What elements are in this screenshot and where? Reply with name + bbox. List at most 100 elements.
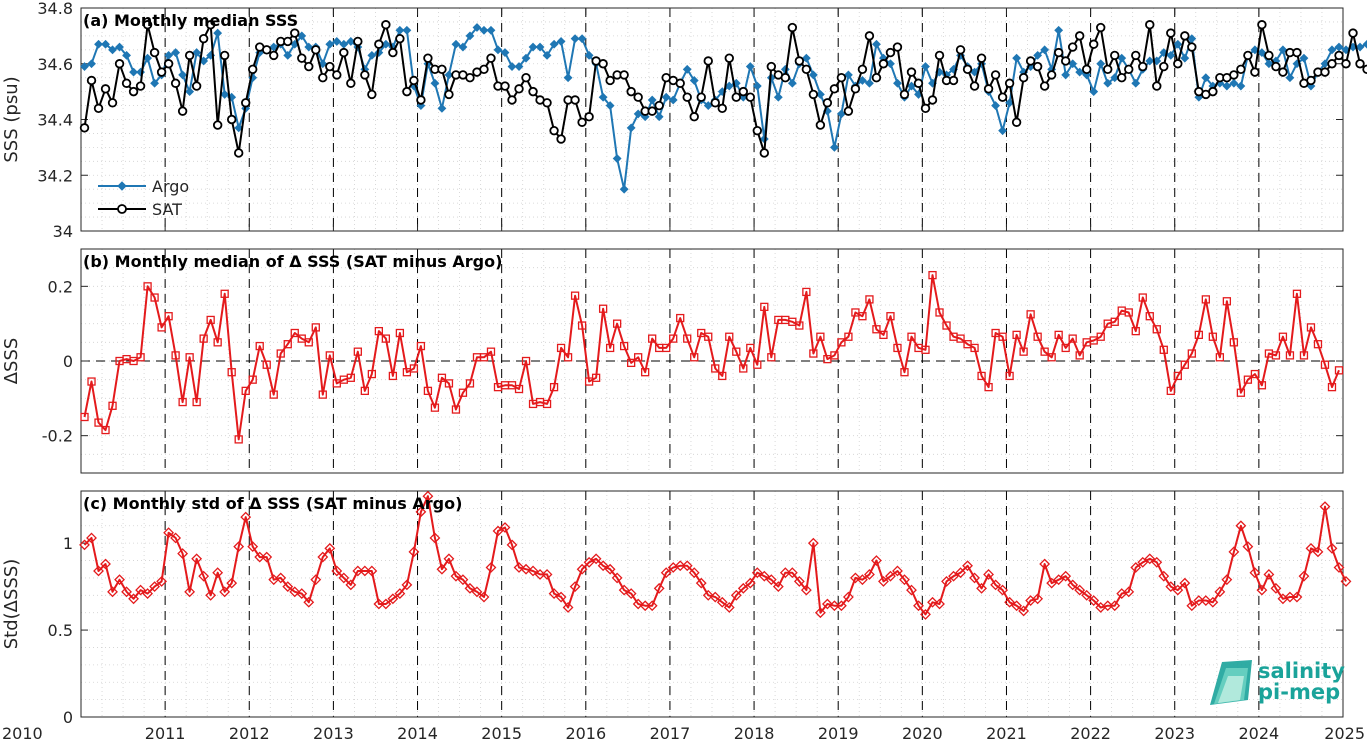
data-point	[192, 397, 201, 407]
legend-marker	[117, 204, 127, 214]
data-point	[542, 98, 552, 108]
data-point	[1011, 117, 1022, 127]
data-point	[618, 584, 630, 596]
data-point	[1089, 87, 1099, 97]
data-point	[345, 579, 357, 591]
data-point	[143, 282, 152, 291]
data-point	[751, 567, 763, 579]
data-point	[416, 341, 426, 351]
data-point	[948, 75, 959, 86]
data-point	[704, 332, 713, 341]
data-point	[1186, 600, 1198, 612]
logo-text-line1: salinity	[1258, 659, 1345, 683]
data-point	[1032, 61, 1043, 72]
data-point	[842, 591, 854, 603]
data-point	[1187, 34, 1197, 44]
data-point	[1278, 45, 1288, 55]
data-point	[303, 596, 315, 608]
data-point	[1138, 293, 1147, 302]
data-point	[205, 589, 217, 601]
data-point	[1172, 584, 1184, 596]
data-point	[241, 386, 250, 396]
data-point	[1292, 289, 1302, 298]
data-point	[1061, 70, 1071, 80]
data-point	[1229, 338, 1239, 347]
data-point	[647, 106, 657, 116]
data-point	[1131, 78, 1141, 88]
data-point	[444, 379, 454, 388]
data-point	[682, 92, 692, 102]
x-axis: 2010 2011 2012 2013 2014 2015 2016 2017 2018 2019…	[2, 724, 1365, 743]
data-point	[858, 312, 867, 321]
data-point	[479, 25, 489, 35]
data-point	[184, 586, 196, 598]
data-point	[395, 328, 405, 338]
data-point	[283, 50, 293, 60]
y-axis: 34 34.2 34.4 34.6 34.8	[37, 0, 1343, 241]
data-point	[1075, 351, 1084, 360]
data-point	[1117, 72, 1127, 83]
data-point	[240, 98, 251, 108]
series-line	[83, 495, 1347, 616]
x-tick-label: 2017	[650, 724, 691, 743]
data-point	[366, 565, 378, 577]
data-point	[1039, 558, 1051, 570]
data-point	[479, 353, 489, 362]
data-point	[598, 92, 608, 102]
data-point	[1103, 78, 1113, 88]
data-point	[730, 589, 742, 601]
data-point	[269, 390, 278, 399]
data-point	[108, 45, 117, 55]
data-point	[128, 593, 139, 605]
data-point	[941, 575, 952, 587]
panel-title: (a) Monthly median SSS	[83, 11, 298, 30]
data-point	[332, 37, 342, 46]
data-point	[793, 575, 805, 587]
data-point	[1319, 501, 1331, 513]
data-point	[388, 371, 398, 381]
data-point	[395, 33, 405, 44]
data-point	[185, 87, 195, 97]
data-point	[563, 73, 573, 83]
data-point	[234, 435, 243, 444]
data-point	[1235, 520, 1247, 532]
data-point	[857, 574, 868, 586]
data-point	[380, 598, 392, 610]
axes-box	[80, 490, 1344, 718]
data-point	[1109, 600, 1121, 612]
data-point	[136, 353, 145, 362]
data-point	[1236, 64, 1246, 75]
data-point	[1285, 73, 1295, 83]
data-point	[101, 39, 110, 49]
data-point	[409, 364, 419, 373]
data-point	[1222, 81, 1232, 91]
data-point	[381, 334, 391, 343]
data-point	[1145, 312, 1154, 321]
data-point	[612, 154, 622, 163]
data-point	[192, 48, 202, 58]
x-tick-label: 2019	[818, 724, 859, 743]
data-point	[171, 351, 180, 360]
data-point	[297, 31, 307, 41]
y-tick-label: 0.5	[48, 621, 73, 640]
data-point	[1201, 73, 1211, 83]
x-tick-label: 2021	[986, 724, 1027, 743]
data-point	[619, 184, 629, 194]
data-point	[1249, 567, 1261, 579]
data-point	[402, 86, 412, 97]
data-point	[928, 270, 937, 280]
data-point	[725, 332, 734, 341]
data-point	[1341, 59, 1351, 69]
data-point	[465, 31, 475, 41]
data-point	[872, 325, 881, 334]
data-point	[1334, 366, 1344, 375]
data-point	[969, 572, 980, 584]
data-point	[1032, 593, 1044, 605]
data-point	[1194, 330, 1203, 340]
data-point	[353, 347, 362, 356]
data-point	[451, 405, 461, 414]
data-point	[1250, 369, 1260, 379]
data-point	[1074, 31, 1085, 41]
data-point	[255, 341, 264, 351]
data-point	[844, 332, 853, 341]
